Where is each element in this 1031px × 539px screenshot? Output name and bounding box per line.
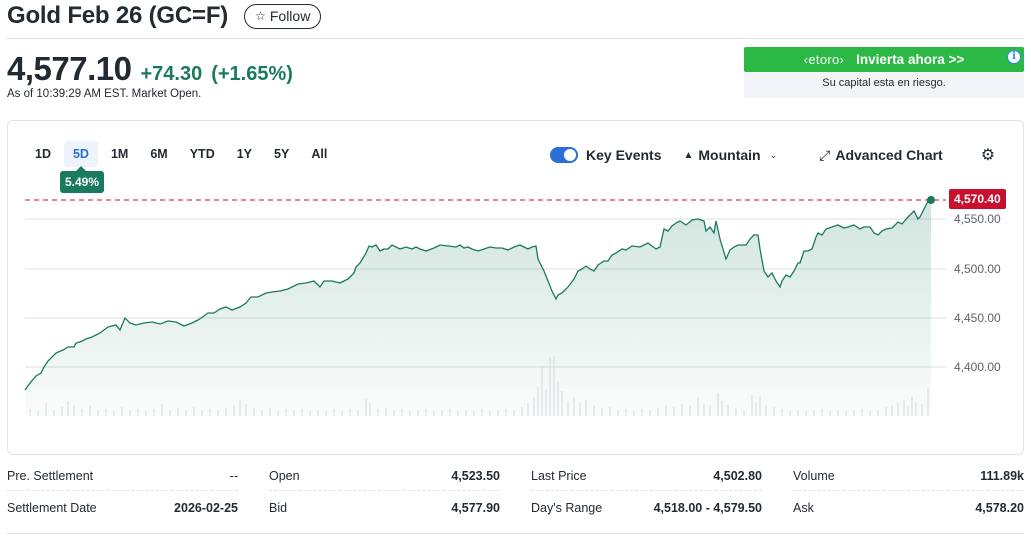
- divider: [7, 533, 1024, 534]
- range-6m[interactable]: 6M: [150, 147, 168, 161]
- divider: [7, 38, 1024, 39]
- stat-settlement-date: Settlement Date 2026-02-25: [7, 501, 238, 515]
- price-line: [24, 199, 932, 391]
- price-change: +74.30: [140, 63, 203, 85]
- range-1y[interactable]: 1Y: [236, 147, 253, 161]
- key-events-label[interactable]: Key Events: [586, 147, 662, 163]
- chevron-down-icon: ⌄: [769, 149, 778, 160]
- header: Gold Feb 26 (GC=F) ☆ Follow: [7, 2, 322, 30]
- info-icon[interactable]: i: [1007, 50, 1021, 64]
- stat-open: Open 4,523.50: [269, 461, 500, 491]
- stat-pre-settlement: Pre. Settlement --: [7, 461, 238, 491]
- range-1d[interactable]: 1D: [35, 147, 51, 161]
- advertisement[interactable]: ‹etoro› Invierta ahora >> i Su capital e…: [744, 47, 1024, 98]
- ad-cta-bar[interactable]: ‹etoro› Invierta ahora >> i: [744, 47, 1024, 72]
- chart-type-label: Mountain: [698, 147, 761, 163]
- quote-summary: 4,577.10 +74.30 (+1.65%): [7, 50, 293, 88]
- star-icon: ☆: [255, 9, 266, 23]
- range-change-badge: 5.49%: [60, 166, 105, 193]
- follow-button[interactable]: ☆ Follow: [244, 3, 322, 29]
- stat-bid: Bid 4,577.90: [269, 501, 500, 515]
- range-selector: 1D 5D 1M 6M YTD 1Y 5Y All: [26, 141, 336, 167]
- range-5y[interactable]: 5Y: [274, 147, 290, 161]
- current-price-tag: 4,570.40: [949, 189, 1006, 209]
- chart-card: 1D 5D 1M 6M YTD 1Y 5Y All 5.49% Key Even…: [7, 120, 1024, 455]
- current-price-dot: [927, 196, 935, 204]
- range-5d[interactable]: 5D: [63, 141, 98, 167]
- chart-controls: Key Events ▲ Mountain ⌄ ⤢ Advanced Chart…: [550, 145, 995, 165]
- chart-type-dropdown[interactable]: ▲ Mountain ⌄: [683, 147, 777, 163]
- y-axis-label: 4,400.00: [954, 360, 1001, 374]
- advanced-chart-button[interactable]: ⤢ Advanced Chart: [819, 147, 943, 164]
- market-status: As of 10:39:29 AM EST. Market Open.: [7, 88, 202, 100]
- stat-days-range: Day's Range 4,518.00 - 4,579.50: [531, 501, 762, 515]
- range-ytd[interactable]: YTD: [189, 147, 215, 161]
- range-1m[interactable]: 1M: [110, 147, 129, 161]
- advanced-chart-label: Advanced Chart: [835, 147, 943, 163]
- gear-icon[interactable]: ⚙: [980, 147, 996, 164]
- key-events-toggle[interactable]: [550, 147, 578, 163]
- etoro-logo: ‹etoro›: [803, 52, 845, 67]
- current-price: 4,577.10: [7, 50, 132, 87]
- stat-ask: Ask 4,578.20: [793, 501, 1024, 515]
- price-chart[interactable]: [8, 121, 1025, 456]
- ad-disclaimer: Su capital esta en riesgo.: [822, 77, 946, 89]
- stat-last-price: Last Price 4,502.80: [531, 461, 762, 491]
- price-change-percent: (+1.65%): [211, 63, 293, 85]
- mountain-icon: ▲: [683, 149, 694, 161]
- y-axis-label: 4,500.00: [954, 262, 1001, 276]
- follow-label: Follow: [269, 8, 311, 24]
- stat-volume: Volume 111.89k: [793, 461, 1024, 491]
- page-title: Gold Feb 26 (GC=F): [7, 2, 229, 29]
- expand-icon: ⤢: [819, 146, 831, 163]
- ad-cta-label: Invierta ahora >>: [856, 52, 965, 67]
- price-area: [25, 200, 931, 416]
- volume-bars: [29, 356, 929, 416]
- y-axis-label: 4,450.00: [954, 311, 1001, 325]
- range-all[interactable]: All: [311, 147, 328, 161]
- y-axis-label: 4,550.00: [954, 212, 1001, 226]
